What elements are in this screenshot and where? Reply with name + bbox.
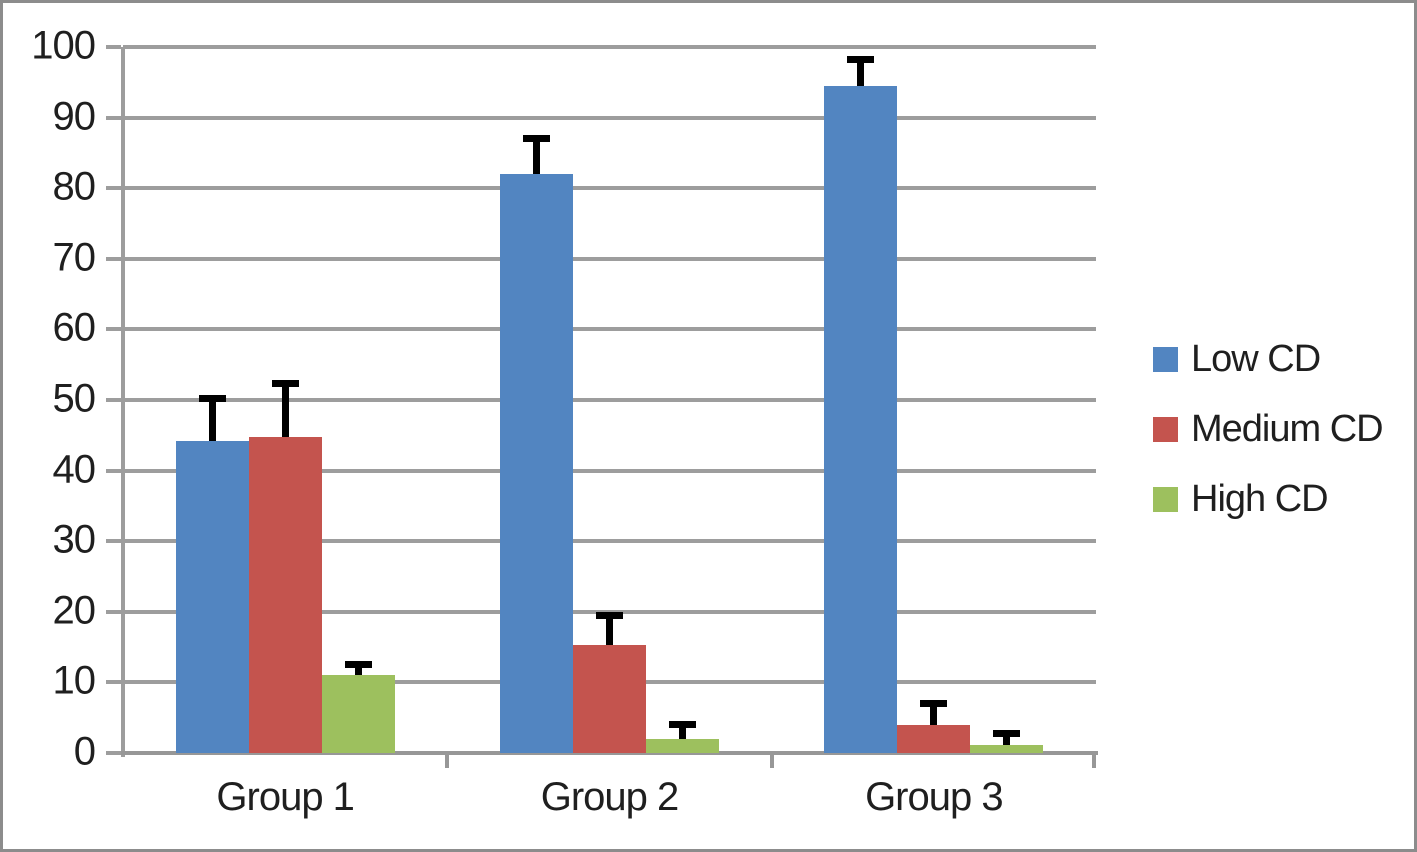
- y-tick-label: 90: [52, 94, 97, 139]
- gridline: [123, 539, 1096, 544]
- legend-swatch-low-cd: [1153, 346, 1178, 372]
- x-axis-tick: [445, 753, 450, 768]
- y-axis-tick: [106, 256, 121, 261]
- y-tick-label: 40: [52, 447, 97, 492]
- legend-label: High CD: [1191, 477, 1329, 520]
- x-category-label: Group 1: [216, 775, 355, 819]
- y-tick-label: 80: [52, 164, 97, 209]
- bar-medium-cd: [573, 644, 646, 753]
- y-tick-label: 100: [31, 23, 96, 68]
- bar-medium-cd: [248, 436, 322, 753]
- error-bar-cap: [847, 56, 875, 64]
- gridline: [123, 256, 1096, 261]
- legend-item-low-cd: Low CD: [1153, 335, 1383, 383]
- error-bar: [857, 59, 865, 86]
- y-axis-tick: [106, 327, 121, 332]
- y-tick-label: 50: [52, 376, 97, 421]
- legend-item-high-cd: High CD: [1153, 475, 1383, 523]
- error-bar: [208, 398, 216, 441]
- y-tick-label: 60: [52, 305, 97, 350]
- y-axis-tick: [106, 45, 121, 49]
- legend-swatch-medium-cd: [1153, 416, 1178, 442]
- y-tick-label: 10: [52, 658, 97, 703]
- legend-label: Low CD: [1191, 337, 1321, 380]
- plot-area: [106, 45, 1098, 768]
- x-axis-tick: [1092, 753, 1096, 768]
- error-bar-cap: [993, 729, 1021, 737]
- y-axis-tick: [106, 609, 121, 614]
- x-category-label: Group 3: [865, 775, 1004, 819]
- bar-low-cd: [500, 174, 573, 753]
- legend-swatch-high-cd: [1153, 486, 1178, 512]
- y-tick-label: 20: [52, 588, 97, 633]
- gridline: [123, 186, 1096, 191]
- y-tick-label: 0: [73, 729, 96, 774]
- gridline: [123, 45, 1096, 49]
- legend-item-medium-cd: Medium CD: [1153, 405, 1384, 453]
- gridline: [123, 609, 1096, 614]
- bar-medium-cd: [897, 725, 971, 753]
- error-bar: [679, 724, 686, 739]
- gridline: [123, 327, 1096, 332]
- error-bar: [1003, 733, 1011, 745]
- x-axis: [121, 751, 1098, 755]
- y-axis-tick: [106, 751, 121, 755]
- y-axis: [121, 47, 125, 757]
- y-axis-tick: [106, 186, 121, 191]
- error-bar-cap: [523, 134, 550, 142]
- bar-high-cd: [321, 675, 395, 753]
- gridline: [123, 398, 1096, 402]
- error-bar-cap: [596, 611, 623, 619]
- legend: Low CD Medium CD High CD: [1153, 335, 1384, 545]
- y-axis-tick: [106, 680, 121, 685]
- error-bar-cap: [271, 380, 299, 388]
- bar-high-cd: [646, 738, 719, 753]
- error-bar: [354, 664, 362, 676]
- y-axis-tick: [106, 398, 121, 402]
- y-axis-tick: [106, 115, 121, 120]
- error-bar: [281, 383, 289, 437]
- y-tick-label: 70: [52, 235, 97, 280]
- error-bar: [606, 615, 613, 645]
- error-bar-cap: [669, 721, 696, 729]
- y-axis-tick: [106, 468, 121, 473]
- gridline: [123, 468, 1096, 473]
- error-bar-cap: [920, 700, 948, 708]
- error-bar-cap: [198, 395, 226, 403]
- bar-high-cd: [970, 744, 1044, 753]
- error-bar: [533, 138, 540, 175]
- bar-low-cd: [175, 440, 249, 753]
- y-axis-tick: [106, 539, 121, 544]
- x-axis-tick: [769, 753, 774, 768]
- x-category-label: Group 2: [540, 775, 680, 819]
- error-bar-cap: [344, 661, 372, 669]
- y-tick-label: 30: [52, 517, 97, 562]
- bar-low-cd: [824, 85, 898, 753]
- error-bar: [930, 703, 938, 726]
- gridline: [123, 115, 1096, 120]
- legend-label: Medium CD: [1191, 407, 1384, 450]
